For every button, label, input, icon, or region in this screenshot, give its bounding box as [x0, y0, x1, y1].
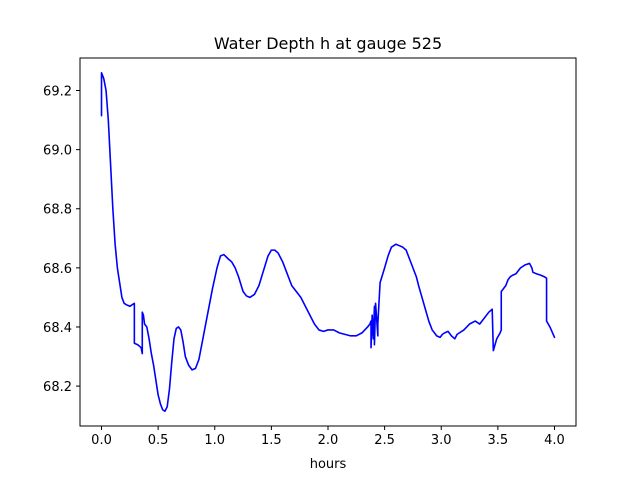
plot-area: [79, 57, 577, 427]
x-axis: 0.0 0.5 1.0 1.5 2.0 2.5 3.0 3.5 4.0: [91, 426, 565, 448]
x-tick-label: 1.0: [204, 433, 225, 448]
series-line-0: [100, 71, 556, 413]
x-tick-label: 3.0: [431, 433, 452, 448]
x-tick-label: 2.0: [318, 433, 339, 448]
y-tick-label: 68.8: [43, 203, 72, 218]
y-tick-label: 69.0: [43, 144, 72, 159]
y-axis: 68.2 68.4 68.6 68.8 69.0 69.2: [43, 85, 80, 395]
x-tick-label: 2.5: [374, 433, 395, 448]
series-layer: [100, 71, 556, 413]
y-tick-label: 68.6: [43, 262, 72, 277]
x-tick-label: 3.5: [488, 433, 509, 448]
plot-background: [80, 58, 576, 426]
x-tick-label: 1.5: [261, 433, 282, 448]
y-tick-label: 68.4: [43, 321, 72, 336]
chart-title: Water Depth h at gauge 525: [214, 34, 442, 53]
y-tick-label: 69.2: [43, 85, 72, 100]
x-tick-label: 0.5: [148, 433, 169, 448]
x-tick-label: 4.0: [544, 433, 565, 448]
x-axis-label: hours: [310, 457, 347, 472]
y-tick-label: 68.2: [43, 380, 72, 395]
x-tick-label: 0.0: [91, 433, 112, 448]
